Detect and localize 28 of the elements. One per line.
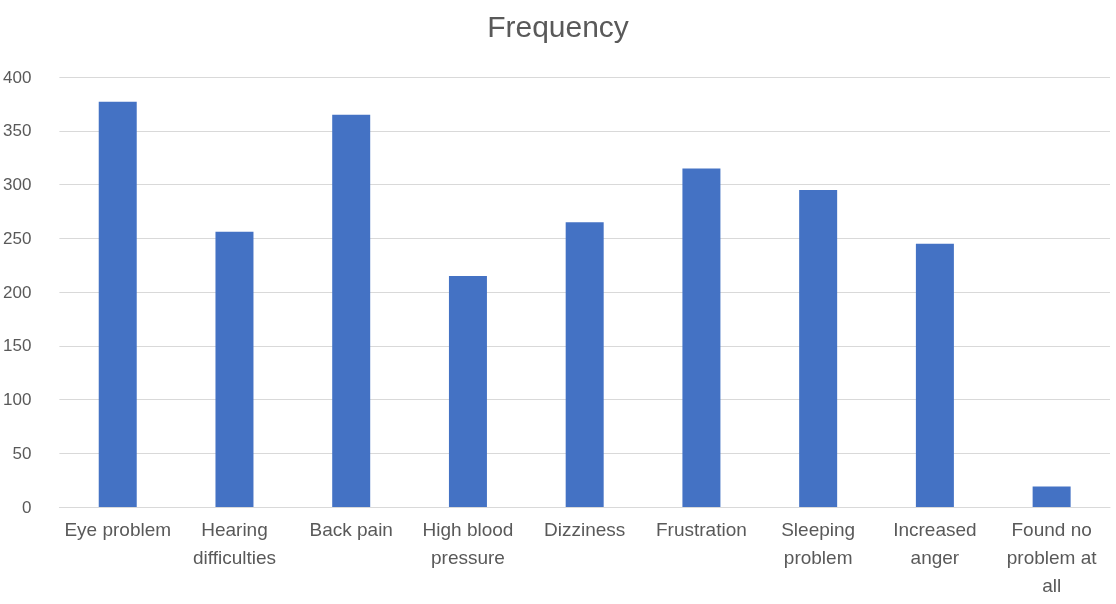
- bar: [448, 275, 487, 507]
- bar: [682, 168, 721, 507]
- x-tick-label: Eye problem: [64, 518, 172, 540]
- x-tick-label: Back pain: [309, 518, 393, 540]
- y-tick-label: 150: [2, 336, 32, 356]
- bar: [215, 231, 254, 507]
- y-tick-label: 300: [2, 175, 32, 194]
- bar: [332, 114, 371, 507]
- x-tick-label: Found no problem at all: [1006, 518, 1098, 596]
- bar: [915, 243, 954, 507]
- x-tick-label: Increased anger: [893, 518, 977, 568]
- y-tick-label: 200: [2, 282, 32, 302]
- y-tick-label: 250: [2, 228, 32, 248]
- x-tick-label: Frustration: [656, 518, 747, 540]
- y-tick-label: 350: [2, 121, 32, 141]
- x-tick-label: High blood pressure: [422, 518, 514, 568]
- chart-title: Frequency: [487, 9, 629, 43]
- y-tick-label: 0: [21, 497, 32, 517]
- bar: [565, 222, 604, 507]
- x-tick-label: Dizziness: [544, 518, 626, 540]
- y-tick-label: 50: [12, 443, 32, 463]
- y-tick-label: 100: [2, 390, 32, 409]
- bar: [98, 101, 137, 507]
- x-tick-label: Sleeping problem: [781, 518, 856, 568]
- y-tick-label: 400: [2, 67, 32, 87]
- bar: [1032, 486, 1071, 507]
- bar: [799, 189, 838, 507]
- x-tick-label: Hearing difficulties: [192, 518, 277, 568]
